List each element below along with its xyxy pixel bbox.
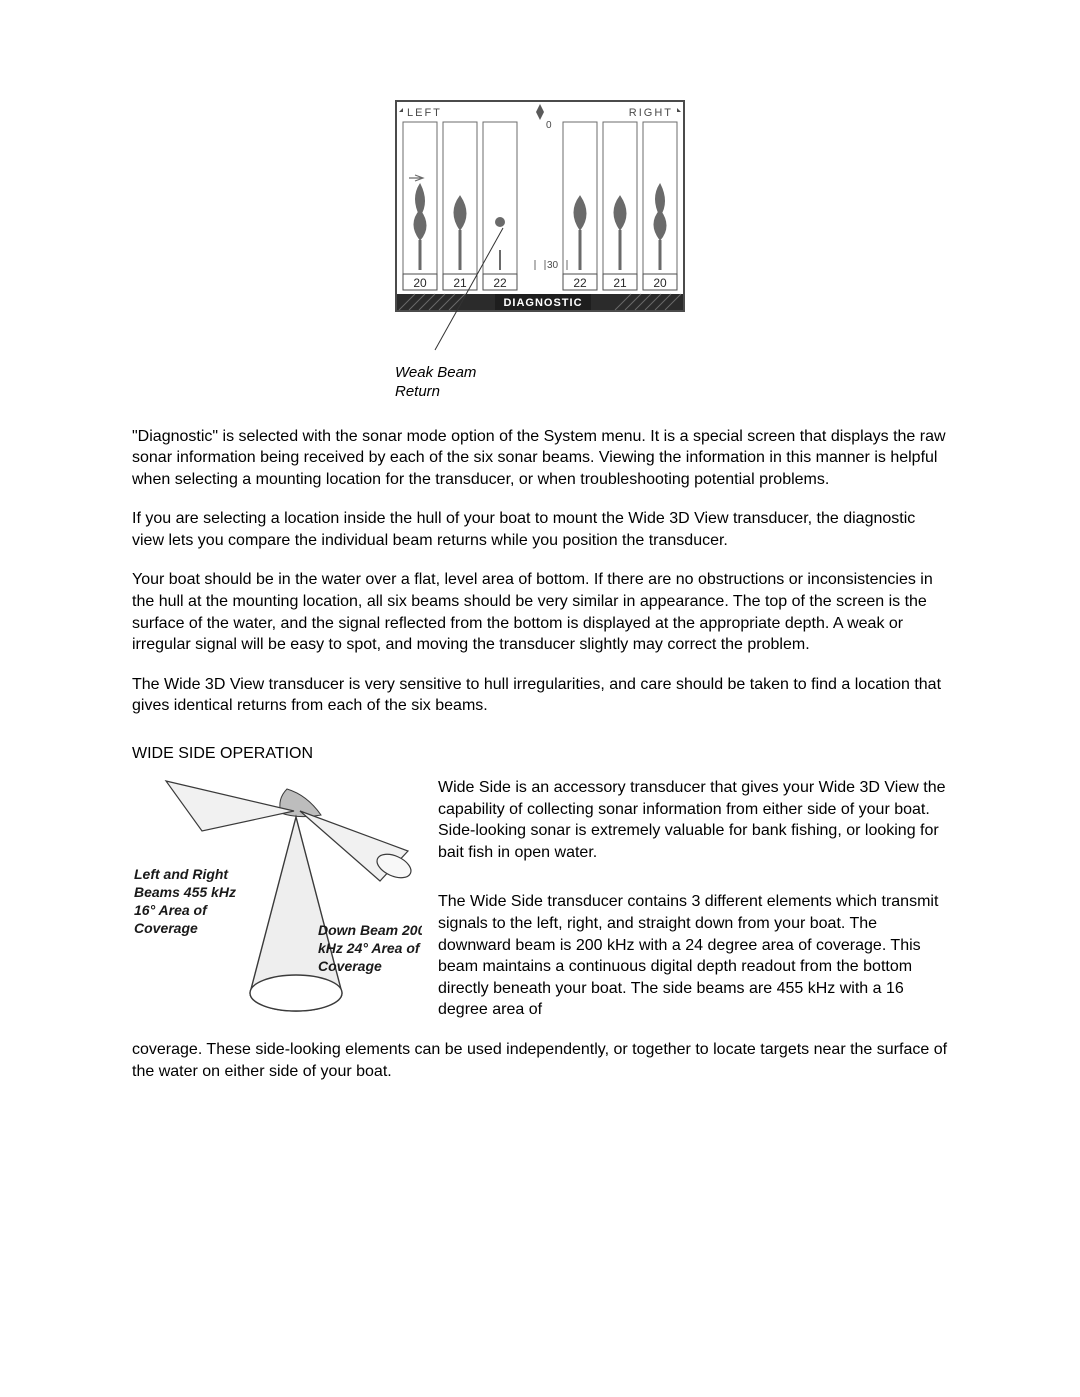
wide-side-p1: Wide Side is an accessory transducer tha… <box>438 777 948 863</box>
diagnostic-banner-text: DIAGNOSTIC <box>503 297 582 309</box>
paragraph-2: If you are selecting a location inside t… <box>132 508 948 551</box>
wide-side-heading: WIDE SIDE OPERATION <box>132 745 948 763</box>
sonar-frame <box>396 101 684 311</box>
wide-side-tail: coverage. These side-looking elements ca… <box>132 1039 948 1082</box>
cone-left-label-l4: Coverage <box>134 920 198 936</box>
depth-readout-2: 21 <box>453 276 467 290</box>
weak-echo <box>495 217 505 227</box>
caption-line1: Weak Beam <box>395 364 685 383</box>
diagnostic-figure-inner: LEFT RIGHT 0 20 <box>395 100 685 402</box>
sonar-column-2: 21 <box>443 122 477 290</box>
right-arrow-label: RIGHT <box>629 107 673 119</box>
wide-side-row: Left and Right Beams 455 kHz 16° Area of… <box>132 777 948 1037</box>
diagnostic-figure-container: LEFT RIGHT 0 20 <box>132 100 948 402</box>
wide-side-cone-svg: Left and Right Beams 455 kHz 16° Area of… <box>132 777 422 1037</box>
sonar-column-1: 20 <box>403 122 437 290</box>
left-side-beam <box>166 781 294 831</box>
depth-readout-6: 20 <box>653 276 667 290</box>
paragraph-1: "Diagnostic" is selected with the sonar … <box>132 426 948 491</box>
paragraph-3: Your boat should be in the water over a … <box>132 569 948 655</box>
depth-readout-3: 22 <box>493 276 507 290</box>
cone-right-label-l1: Down Beam 200 <box>318 922 422 938</box>
cone-left-label-l2: Beams 455 kHz <box>134 884 236 900</box>
paragraph-4: The Wide 3D View transducer is very sens… <box>132 674 948 717</box>
cone-left-label-l1: Left and Right <box>134 866 229 882</box>
cone-right-label-l2: kHz 24° Area of <box>318 940 421 956</box>
wide-side-text-column: Wide Side is an accessory transducer tha… <box>438 777 948 1021</box>
midscale-label: 30 <box>547 260 559 271</box>
body-text-block: "Diagnostic" is selected with the sonar … <box>132 426 948 718</box>
diagnostic-caption: Weak Beam Return <box>395 364 685 402</box>
zero-depth-label: 0 <box>546 120 552 131</box>
wide-side-p2: The Wide Side transducer contains 3 diff… <box>438 891 948 1021</box>
diagnostic-sonar-svg: LEFT RIGHT 0 20 <box>395 100 685 360</box>
cone-left-label-l3: 16° Area of <box>134 902 208 918</box>
sonar-column-4: 22 <box>563 122 597 290</box>
depth-readout-4: 22 <box>573 276 587 290</box>
depth-readout-1: 20 <box>413 276 427 290</box>
caption-line2: Return <box>395 383 685 402</box>
cone-right-label-l3: Coverage <box>318 958 382 974</box>
sonar-column-3: 22 <box>483 122 517 290</box>
sonar-column-5: 21 <box>603 122 637 290</box>
depth-readout-5: 21 <box>613 276 627 290</box>
left-arrow-label: LEFT <box>407 107 442 119</box>
sonar-column-6: 20 <box>643 122 677 290</box>
down-beam-footprint <box>250 975 342 1011</box>
document-page: LEFT RIGHT 0 20 <box>0 0 1080 1397</box>
wide-side-figure: Left and Right Beams 455 kHz 16° Area of… <box>132 777 422 1037</box>
